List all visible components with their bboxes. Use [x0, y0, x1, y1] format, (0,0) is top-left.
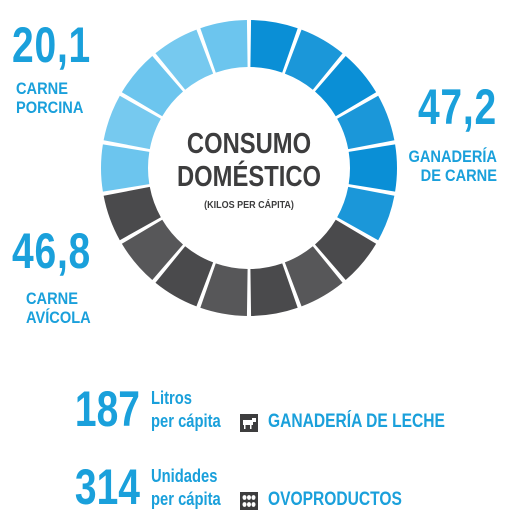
cow-icon: [240, 414, 258, 432]
stat-milk: 187 Litros per cápita GANADERÍA DE LECHE: [40, 384, 445, 434]
stat-milk-number: 187: [74, 381, 140, 437]
donut-segment-2-0: [101, 144, 150, 192]
ganaderia-label-line1: GANADERÍA: [408, 147, 497, 166]
center-title-line1: CONSUMO: [186, 128, 312, 160]
donut-segment-0-5: [337, 186, 395, 241]
chart-center: CONSUMO DOMÉSTICO (KILOS PER CÁPITA): [149, 128, 349, 211]
stat-milk-line2: per cápita: [151, 411, 221, 431]
donut-segment-0-3: [337, 95, 395, 150]
donut-segment-1-2: [250, 263, 298, 316]
center-title-line2: DOMÉSTICO: [176, 161, 322, 193]
donut-segment-0-1: [284, 29, 343, 90]
donut-segment-1-6: [103, 186, 161, 241]
stat-eggs: 314 Unidades per cápita OVOPRODUCTOS: [40, 462, 402, 512]
stat-milk-category: GANADERÍA DE LECHE: [268, 411, 445, 432]
donut-segment-0-4: [348, 144, 397, 192]
donut-segment-2-1: [103, 95, 161, 150]
donut-segment-2-3: [155, 29, 214, 90]
donut-segment-1-0: [314, 219, 377, 281]
stat-eggs-line2: per cápita: [151, 489, 221, 509]
donut-segment-0-0: [250, 20, 298, 73]
eggs-icon: [240, 492, 258, 510]
donut-segment-0-2: [314, 55, 377, 117]
ganaderia-label-line2: DE CARNE: [420, 166, 497, 185]
center-subtitle: (KILOS PER CÁPITA): [204, 200, 294, 211]
stat-eggs-line1: Unidades: [151, 466, 218, 486]
avicola-value: 46,8: [12, 223, 92, 279]
donut-segment-2-4: [200, 20, 248, 73]
ganaderia-value: 47,2: [417, 79, 497, 135]
avicola-label-line2: AVÍCOLA: [26, 308, 91, 327]
stat-eggs-number: 314: [74, 459, 140, 515]
porcina-value: 20,1: [12, 17, 92, 73]
stat-eggs-category: OVOPRODUCTOS: [268, 489, 402, 510]
donut-segment-2-2: [121, 55, 184, 117]
porcina-label-line2: PORCINA: [16, 98, 84, 117]
donut-segment-1-3: [200, 263, 248, 316]
porcina-label-line1: CARNE: [16, 79, 68, 98]
stat-milk-line1: Litros: [151, 388, 193, 408]
donut-segment-1-4: [155, 246, 214, 307]
donut-segment-1-5: [121, 219, 184, 281]
donut-segment-1-1: [284, 246, 343, 307]
avicola-label-line1: CARNE: [26, 289, 78, 308]
